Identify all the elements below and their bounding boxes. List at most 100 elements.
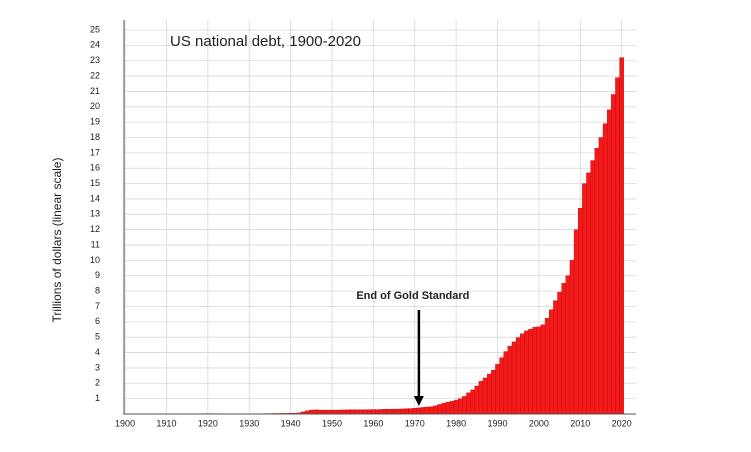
bar — [462, 396, 467, 415]
y-tick-label: 19 — [90, 117, 100, 127]
bar — [557, 291, 562, 415]
y-tick-label: 24 — [90, 40, 100, 50]
bar — [362, 409, 368, 415]
bar — [387, 409, 393, 415]
x-tick-label: 1900 — [115, 418, 135, 428]
bar — [474, 385, 480, 415]
bar — [491, 369, 496, 415]
bar — [412, 408, 418, 415]
bar — [420, 407, 426, 415]
bar — [449, 401, 455, 415]
bar — [383, 409, 389, 415]
bar — [569, 260, 575, 415]
bar — [611, 94, 616, 415]
bar — [358, 409, 364, 415]
y-tick-label: 18 — [90, 132, 100, 142]
bar — [379, 409, 384, 415]
bar — [486, 373, 492, 415]
y-tick-label: 6 — [95, 316, 100, 326]
bar — [445, 401, 451, 415]
bar — [594, 148, 600, 415]
bar — [524, 330, 529, 415]
y-tick-label: 15 — [90, 178, 100, 188]
y-tick-label: 2 — [95, 378, 100, 388]
x-tick-label: 1920 — [198, 418, 218, 428]
bar — [354, 409, 360, 415]
bar — [520, 333, 525, 415]
bar — [321, 409, 326, 415]
x-tick-label: 2000 — [529, 418, 549, 428]
bar — [391, 408, 397, 415]
y-tick-label: 23 — [90, 55, 100, 65]
bar — [515, 337, 521, 415]
bar — [565, 275, 571, 415]
bar — [582, 183, 587, 415]
bar — [375, 409, 380, 415]
bar — [404, 408, 409, 415]
y-tick-label: 14 — [90, 193, 100, 203]
bar — [549, 309, 554, 415]
y-tick-label: 17 — [90, 147, 100, 157]
y-tick-label: 16 — [90, 163, 100, 173]
bar — [586, 172, 591, 415]
y-tick-label: 5 — [95, 332, 100, 342]
bar — [561, 283, 566, 415]
bar — [615, 77, 620, 415]
bar — [453, 399, 459, 415]
bar — [424, 406, 430, 415]
bar — [337, 409, 343, 415]
bar — [429, 406, 434, 415]
x-tick-label: 1950 — [322, 418, 342, 428]
y-tick-label: 8 — [95, 285, 100, 295]
annotation-text: End of Gold Standard — [356, 290, 469, 302]
bar — [437, 404, 442, 415]
y-tick-label: 3 — [95, 362, 100, 372]
x-tick-label: 2020 — [612, 418, 632, 428]
bar — [400, 408, 405, 415]
bar — [503, 351, 509, 415]
bar — [317, 409, 322, 415]
bar — [536, 326, 542, 415]
y-tick-label: 13 — [90, 209, 100, 219]
x-tick-label: 1930 — [239, 418, 259, 428]
bar — [342, 409, 347, 415]
y-tick-label: 21 — [90, 86, 100, 96]
x-tick-label: 1990 — [487, 418, 507, 428]
x-tick-label: 2010 — [570, 418, 590, 428]
bar — [578, 207, 583, 415]
y-tick-label: 4 — [95, 347, 100, 357]
bar — [532, 326, 538, 415]
y-tick-label: 12 — [90, 224, 100, 234]
bar — [366, 409, 372, 415]
x-tick-label: 1940 — [281, 418, 301, 428]
bar — [619, 57, 624, 415]
bar — [511, 341, 517, 415]
y-tick-label: 7 — [95, 301, 100, 311]
y-tick-label: 20 — [90, 101, 100, 111]
y-axis-label: Trillions of dollars (linear scale) — [50, 158, 64, 323]
chart-title: US national debt, 1900-2020 — [170, 33, 361, 50]
bar — [416, 407, 422, 415]
bar — [433, 405, 438, 415]
bar — [325, 409, 331, 415]
bar — [495, 364, 500, 415]
bar — [606, 109, 612, 415]
bar — [408, 408, 413, 415]
y-tick-label: 10 — [90, 255, 100, 265]
x-tick-label: 1910 — [156, 418, 176, 428]
bar — [528, 328, 533, 415]
y-tick-label: 9 — [95, 270, 100, 280]
bar — [333, 409, 339, 415]
bar — [499, 357, 504, 415]
bar — [441, 403, 446, 415]
bar — [395, 408, 401, 415]
bar — [466, 392, 471, 415]
bar — [313, 409, 318, 415]
bar — [602, 123, 608, 415]
bar — [553, 300, 558, 415]
y-tick-label: 1 — [95, 393, 100, 403]
bar — [470, 389, 475, 415]
bar — [350, 409, 355, 415]
bar — [457, 398, 463, 415]
